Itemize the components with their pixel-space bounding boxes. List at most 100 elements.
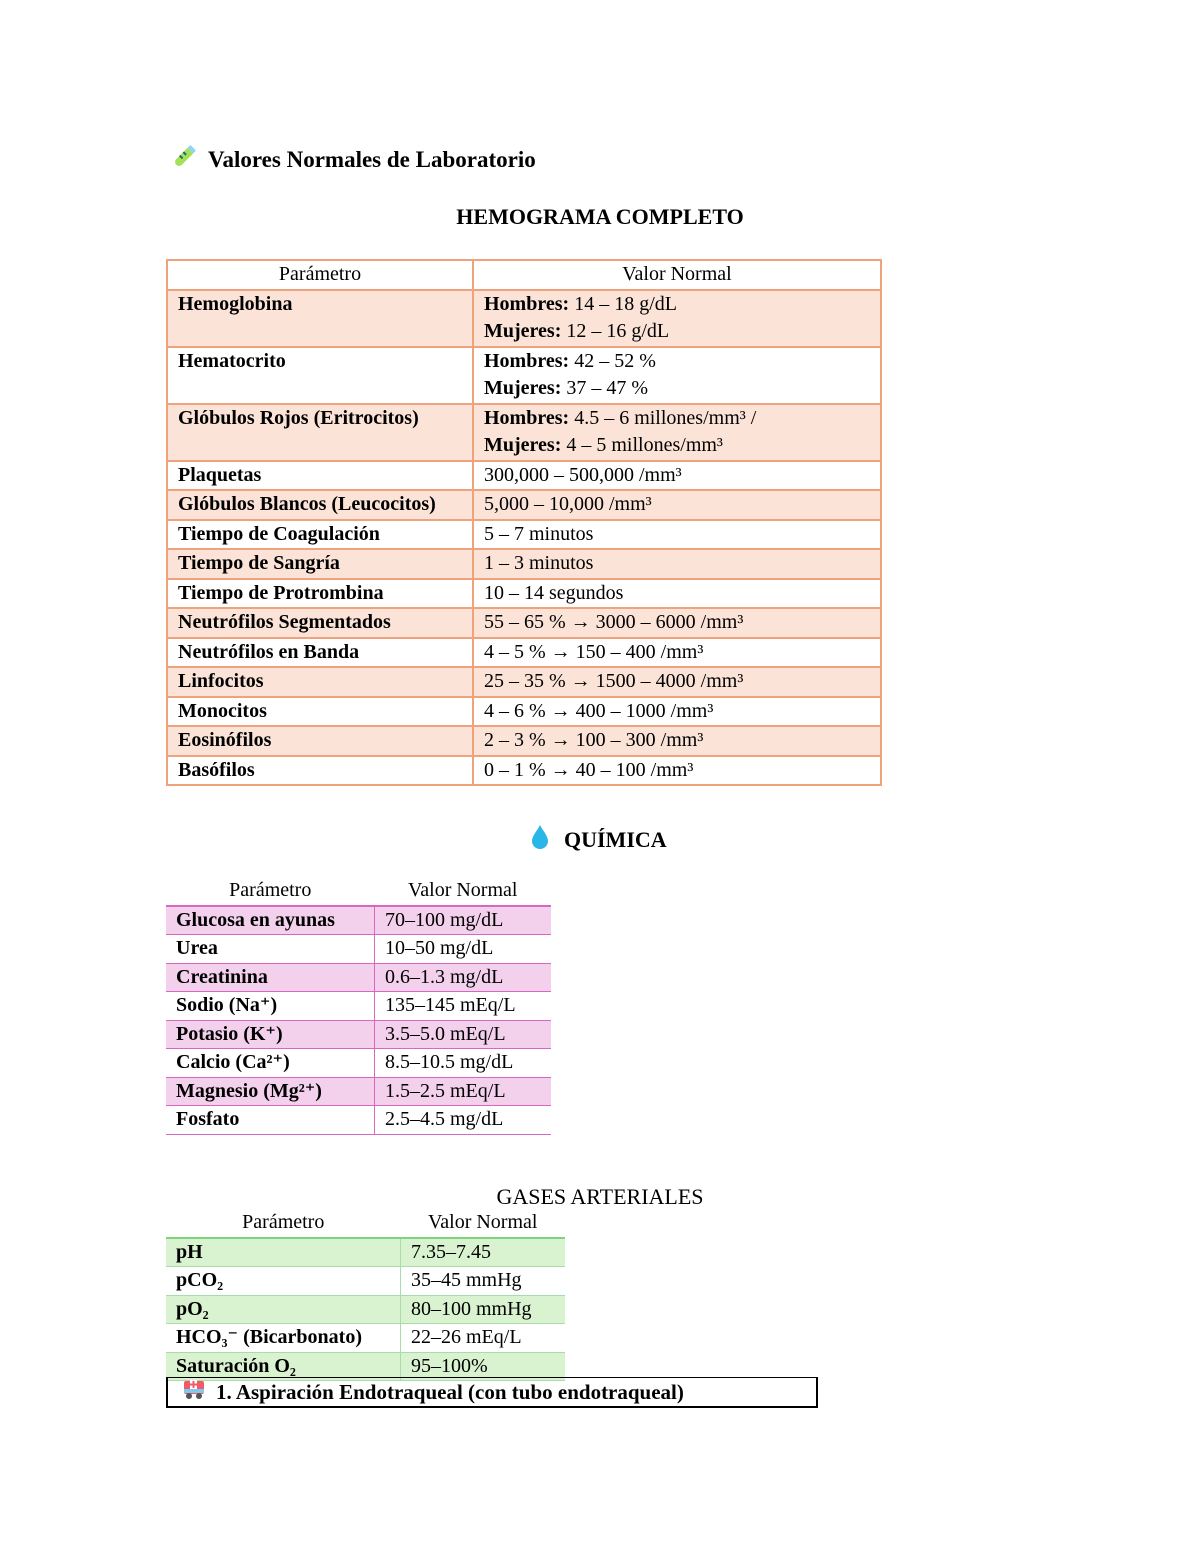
value-text: 42 – 52 % <box>569 349 656 372</box>
table-row: HCO₃⁻ (Bicarbonato) 22–26 mEq/L <box>166 1323 565 1353</box>
table-row: Glóbulos Blancos (Leucocitos) 5,000 – 10,… <box>166 489 882 521</box>
table-row: Tiempo de Protrombina 10 – 14 segundos <box>166 577 882 609</box>
value-cell: 5,000 – 10,000 /mm³ <box>472 489 882 521</box>
parameter-cell: Glucosa en ayunas <box>166 905 375 935</box>
table-row: Basófilos 0 – 1 % → 40 – 100 /mm³ <box>166 754 882 786</box>
test-tube-icon <box>170 143 198 177</box>
parameter-cell: Basófilos <box>166 754 474 786</box>
gases-table: Parámetro Valor Normal pH 7.35–7.45 pCO₂ 35… <box>166 1209 565 1381</box>
table-row: Neutrófilos Segmentados 55 – 65 % → 3000 … <box>166 607 882 639</box>
value-line: Hombres: 42 – 52 % <box>484 348 870 376</box>
value-line: 0 – 1 % → 40 – 100 /mm³ <box>484 757 870 785</box>
value-cell: 1 – 3 minutos <box>472 548 882 580</box>
quimica-heading: QUÍMICA <box>530 824 667 856</box>
parameter-cell: Neutrófilos en Banda <box>166 636 474 668</box>
value-cell: 4 – 6 % → 400 – 1000 /mm³ <box>472 695 882 727</box>
value-line: Hombres: 4.5 – 6 millones/mm³ / <box>484 405 870 433</box>
parameter-cell: Hematocrito <box>166 345 474 405</box>
value-text: 0 – 1 % → 40 – 100 /mm³ <box>484 758 694 781</box>
value-text: 4 – 6 % → 400 – 1000 /mm³ <box>484 699 714 722</box>
value-line: Hombres: 14 – 18 g/dL <box>484 291 870 319</box>
value-cell: 3.5–5.0 mEq/L <box>374 1020 551 1049</box>
value-text: 300,000 – 500,000 /mm³ <box>484 463 682 486</box>
parameter-cell: Linfocitos <box>166 666 474 698</box>
table-row: Hemoglobina Hombres: 14 – 18 g/dL Mujeres:… <box>166 288 882 348</box>
parameter-cell: Hemoglobina <box>166 288 474 348</box>
value-cell: 35–45 mmHg <box>400 1266 565 1296</box>
value-text: 1 – 3 minutos <box>484 552 594 574</box>
parameter-cell: Glóbulos Blancos (Leucocitos) <box>166 489 474 521</box>
value-line: 10 – 14 segundos <box>484 580 870 608</box>
droplet-icon <box>530 824 550 856</box>
value-label: Mujeres: <box>484 320 562 342</box>
value-label: Mujeres: <box>484 434 562 456</box>
column-header: Valor Normal <box>374 877 551 907</box>
column-header: Valor Normal <box>472 259 882 291</box>
table-row: pH 7.35–7.45 <box>166 1237 565 1267</box>
column-header: Parámetro <box>166 877 375 907</box>
value-line: 5,000 – 10,000 /mm³ <box>484 491 870 519</box>
value-cell: 22–26 mEq/L <box>400 1323 565 1353</box>
parameter-cell: Magnesio (Mg²⁺) <box>166 1077 375 1106</box>
table-row: Plaquetas 300,000 – 500,000 /mm³ <box>166 459 882 491</box>
column-header: Parámetro <box>166 1209 401 1239</box>
hemograma-table: Parámetro Valor Normal Hemoglobina Hombre… <box>166 259 882 786</box>
value-label: Hombres: <box>484 292 570 315</box>
parameter-cell: Creatinina <box>166 963 375 992</box>
parameter-cell: Eosinófilos <box>166 725 474 757</box>
quimica-table: Parámetro Valor Normal Glucosa en ayunas… <box>166 877 551 1135</box>
section-heading-text: 1. Aspiración Endotraqueal (con tubo end… <box>216 1379 684 1404</box>
value-cell: 55 – 65 % → 3000 – 6000 /mm³ <box>472 607 882 639</box>
value-cell: Hombres: 42 – 52 % Mujeres: 37 – 47 % <box>472 345 882 405</box>
parameter-cell: HCO₃⁻ (Bicarbonato) <box>166 1323 401 1353</box>
value-line: Mujeres: 12 – 16 g/dL <box>484 318 870 346</box>
value-text: 14 – 18 g/dL <box>569 292 677 315</box>
value-cell: 0.6–1.3 mg/dL <box>374 963 551 992</box>
value-cell: 2.5–4.5 mg/dL <box>374 1105 551 1135</box>
parameter-cell: Tiempo de Coagulación <box>166 518 474 550</box>
parameter-cell: pO₂ <box>166 1295 401 1324</box>
value-text: 4 – 5 millones/mm³ <box>561 434 723 456</box>
value-label: Hombres: <box>484 406 570 429</box>
value-line: 5 – 7 minutos <box>484 521 870 549</box>
value-cell: Hombres: 4.5 – 6 millones/mm³ / Mujeres: … <box>472 402 882 462</box>
parameter-cell: pH <box>166 1237 401 1267</box>
table-row: Eosinófilos 2 – 3 % → 100 – 300 /mm³ <box>166 725 882 757</box>
table-row: Tiempo de Coagulación 5 – 7 minutos <box>166 518 882 550</box>
table-row: Tiempo de Sangría 1 – 3 minutos <box>166 548 882 580</box>
table-row: Potasio (K⁺) 3.5–5.0 mEq/L <box>166 1020 551 1049</box>
value-text: 4 – 5 % → 150 – 400 /mm³ <box>484 640 704 663</box>
value-text: 10 – 14 segundos <box>484 581 624 604</box>
ambulance-icon <box>182 1378 208 1406</box>
value-text: 5 – 7 minutos <box>484 522 594 545</box>
gases-heading: GASES ARTERIALES <box>496 1184 704 1209</box>
value-cell: 7.35–7.45 <box>400 1237 565 1267</box>
section-heading-box: 1. Aspiración Endotraqueal (con tubo end… <box>166 1377 818 1408</box>
parameter-cell: Saturación O₂ <box>166 1352 401 1381</box>
title-text: Valores Normales de Laboratorio <box>208 147 536 172</box>
table-row: Magnesio (Mg²⁺) 1.5–2.5 mEq/L <box>166 1077 551 1106</box>
table-row: Urea 10–50 mg/dL <box>166 934 551 964</box>
parameter-cell: Sodio (Na⁺) <box>166 991 375 1021</box>
table-row: Monocitos 4 – 6 % → 400 – 1000 /mm³ <box>166 695 882 727</box>
value-text: 2 – 3 % → 100 – 300 /mm³ <box>484 729 704 751</box>
column-header: Valor Normal <box>400 1209 565 1239</box>
value-text: 55 – 65 % → 3000 – 6000 /mm³ <box>484 611 744 633</box>
value-line: 2 – 3 % → 100 – 300 /mm³ <box>484 727 870 755</box>
parameter-cell: Fosfato <box>166 1105 375 1135</box>
parameter-cell: pCO₂ <box>166 1266 401 1296</box>
value-cell: 70–100 mg/dL <box>374 905 551 935</box>
table-row: pO₂ 80–100 mmHg <box>166 1295 565 1324</box>
table-row: Linfocitos 25 – 35 % → 1500 – 4000 /mm³ <box>166 666 882 698</box>
value-text: 12 – 16 g/dL <box>561 320 670 342</box>
value-line: 55 – 65 % → 3000 – 6000 /mm³ <box>484 609 870 637</box>
table-row: Fosfato 2.5–4.5 mg/dL <box>166 1105 551 1135</box>
parameter-cell: Potasio (K⁺) <box>166 1020 375 1049</box>
table-row: Calcio (Ca²⁺) 8.5–10.5 mg/dL <box>166 1048 551 1078</box>
value-line: 1 – 3 minutos <box>484 550 870 578</box>
table-row: Neutrófilos en Banda 4 – 5 % → 150 – 400 … <box>166 636 882 668</box>
value-cell: 10 – 14 segundos <box>472 577 882 609</box>
parameter-cell: Plaquetas <box>166 459 474 491</box>
column-header: Parámetro <box>166 259 474 291</box>
